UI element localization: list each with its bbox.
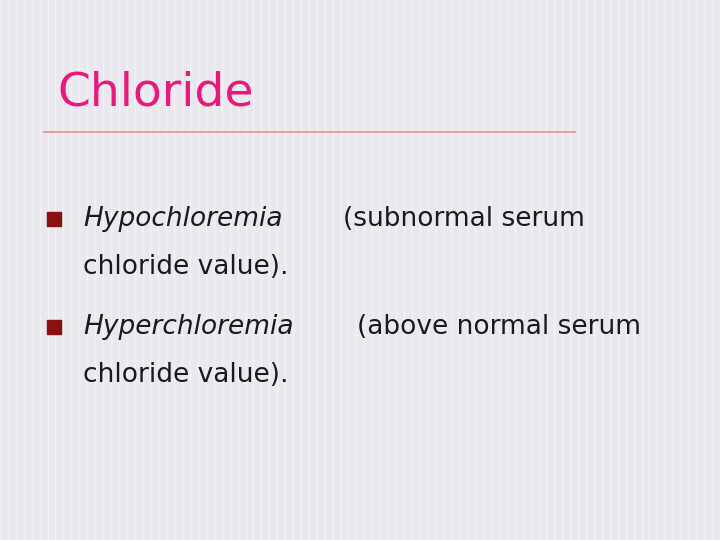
Text: Chloride: Chloride [58, 70, 254, 115]
Point [48, 322, 60, 331]
Text: (above normal serum: (above normal serum [357, 314, 642, 340]
Text: Hyperchloremia: Hyperchloremia [83, 314, 293, 340]
Text: (subnormal serum: (subnormal serum [343, 206, 585, 232]
Text: Hypochloremia: Hypochloremia [83, 206, 282, 232]
Text: chloride value).: chloride value). [83, 362, 288, 388]
Text: chloride value).: chloride value). [83, 254, 288, 280]
Point [48, 214, 60, 223]
